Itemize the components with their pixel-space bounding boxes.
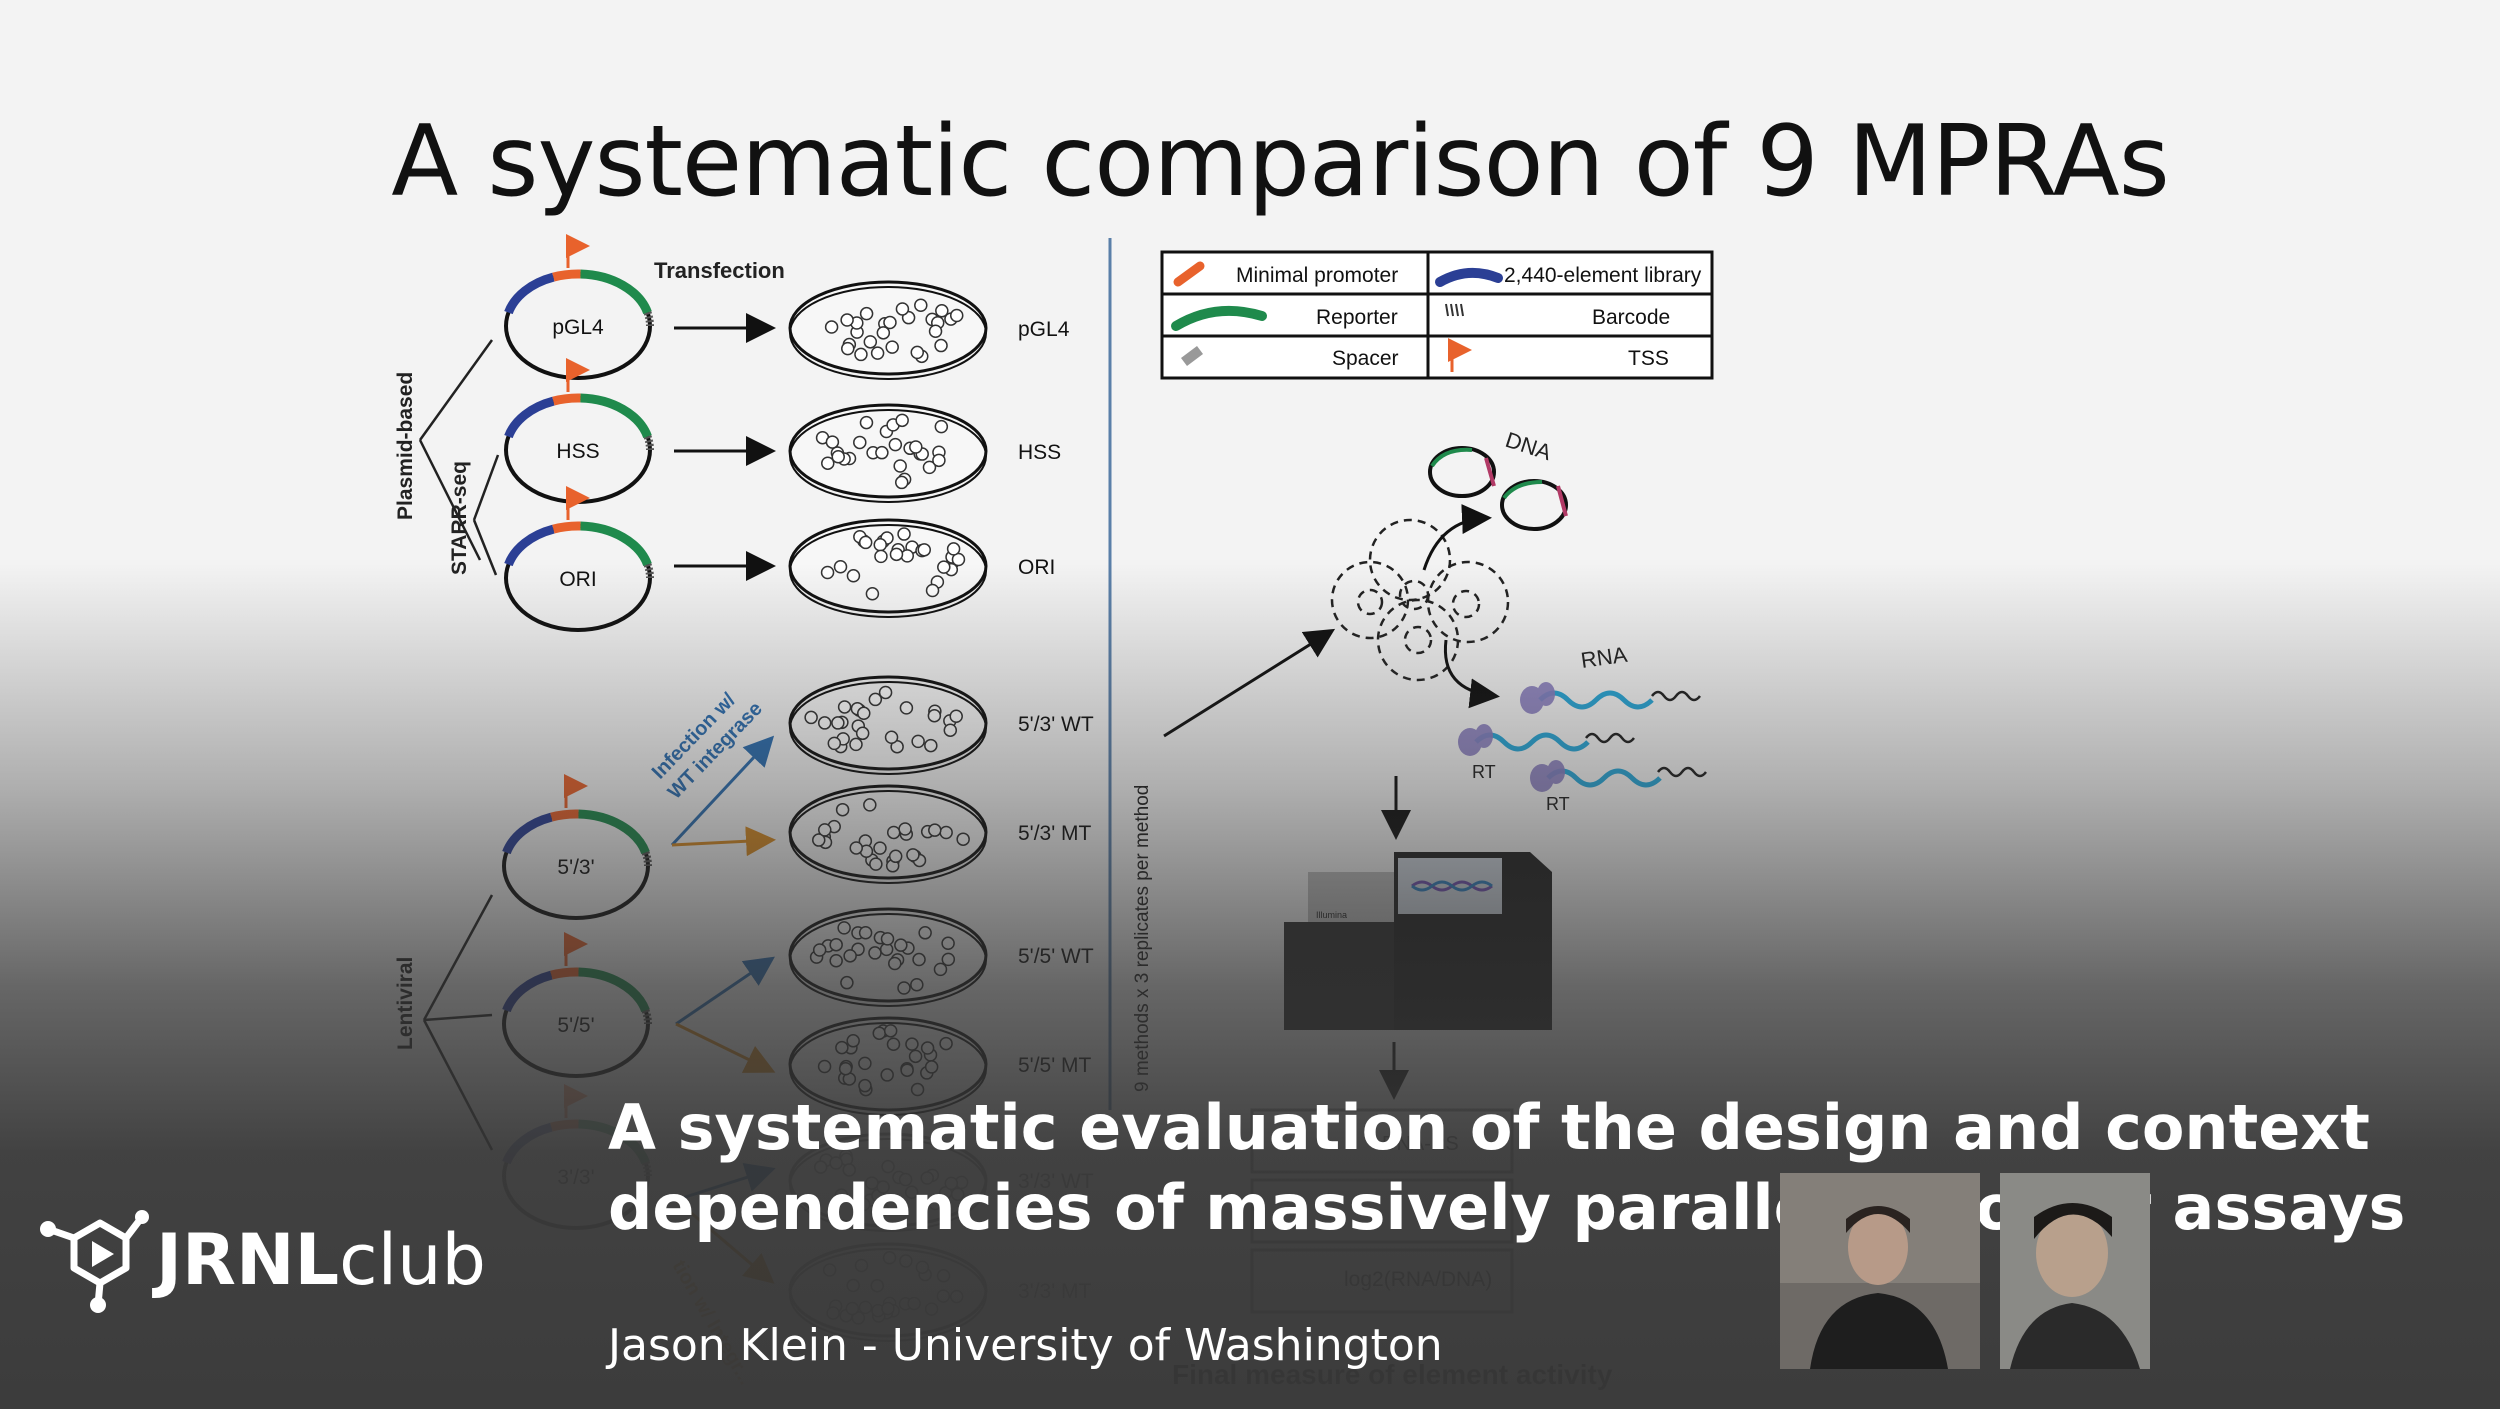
dish-3: ORI <box>788 518 1055 618</box>
cell-cluster <box>1330 518 1510 682</box>
sequencer-brand: Illumina <box>1316 910 1347 920</box>
dish-6: 5'/5' WT <box>788 907 1094 1007</box>
logo-text-light: club <box>339 1219 486 1301</box>
plasmid-constructs: pGL4 HSS ORI 5'/3' 5'/5' 3'/3' <box>502 234 654 1230</box>
to-cells-arrow <box>1163 628 1336 738</box>
plasmid-label: 5'/3' <box>557 856 594 879</box>
participant-video-1 <box>1780 1173 1980 1369</box>
logo-text-bold: JRNL <box>156 1219 340 1301</box>
lenti-group-label: Lentiviral <box>394 957 417 1050</box>
dish-4: 5'/3' WT <box>788 675 1094 775</box>
dish-2: HSS <box>788 403 1061 503</box>
rt-label-1: RT <box>1472 762 1496 782</box>
rna-label: RNA <box>1579 642 1629 673</box>
legend-tss: TSS <box>1628 347 1669 370</box>
dish-label: ORI <box>1018 556 1055 579</box>
dish-5: 5'/3' MT <box>788 784 1092 884</box>
plasmid-5: 5'/5' <box>502 932 652 1078</box>
dish-label: 5'/3' WT <box>1018 713 1094 736</box>
sequencer <box>1284 852 1552 1030</box>
paper-title-line-2: dependencies of massively parallel repor… <box>608 1171 2406 1244</box>
presenter-name: Jason Klein - University of Washington <box>608 1320 1443 1371</box>
dish-label: pGL4 <box>1018 318 1070 341</box>
legend: Minimal promoter 2,440-element library R… <box>1160 250 1714 380</box>
plasmid-label: 3'/3' <box>557 1166 594 1189</box>
legend-reporter: Reporter <box>1316 306 1398 329</box>
plasmid-label: HSS <box>556 440 599 463</box>
plasmid-2: HSS <box>504 358 654 504</box>
dish-label: HSS <box>1018 441 1061 464</box>
dish-label: 5'/5' WT <box>1018 945 1094 968</box>
transfection-arrows <box>674 313 776 581</box>
dish-label: 3'/3' MT <box>1018 1280 1092 1303</box>
dish-1: pGL4 <box>788 280 1070 380</box>
ratio-label: log2(RNA/DNA) <box>1344 1268 1492 1291</box>
plasmid-label: 5'/5' <box>557 1014 594 1037</box>
molecule-play-icon <box>40 1210 149 1313</box>
cell-arrow-down <box>1443 639 1500 709</box>
legend-library: 2,440-element library <box>1504 264 1702 287</box>
plasmid-1: pGL4 <box>504 234 654 380</box>
dna-label: DNA <box>1502 427 1554 465</box>
logo-text: JRNLclub <box>156 1219 486 1301</box>
dish-label: 5'/3' MT <box>1018 822 1092 845</box>
paper-title: A systematic evaluation of the design an… <box>608 1088 2488 1248</box>
paper-title-line-1: A systematic evaluation of the design an… <box>608 1091 2370 1164</box>
plasmid-group-label: Plasmid-based <box>394 372 417 520</box>
legend-barcode: Barcode <box>1592 306 1670 329</box>
dish-label: 5'/5' MT <box>1018 1054 1092 1077</box>
replicates-label: 9 methods x 3 replicates per method <box>1132 785 1153 1092</box>
rna-strands <box>1474 690 1707 788</box>
legend-minimal-promoter: Minimal promoter <box>1236 264 1398 287</box>
plasmid-3: ORI <box>504 486 654 632</box>
legend-spacer: Spacer <box>1332 347 1399 370</box>
plasmid-4: 5'/3' <box>502 774 652 920</box>
participant-video-2 <box>2000 1173 2150 1369</box>
plasmid-label: pGL4 <box>552 316 604 339</box>
plasmid-label: ORI <box>559 568 596 591</box>
transfection-label: Transfection <box>654 258 785 283</box>
rt-label-2: RT <box>1546 794 1570 814</box>
jrnlclub-logo: JRNLclub <box>38 1205 488 1315</box>
